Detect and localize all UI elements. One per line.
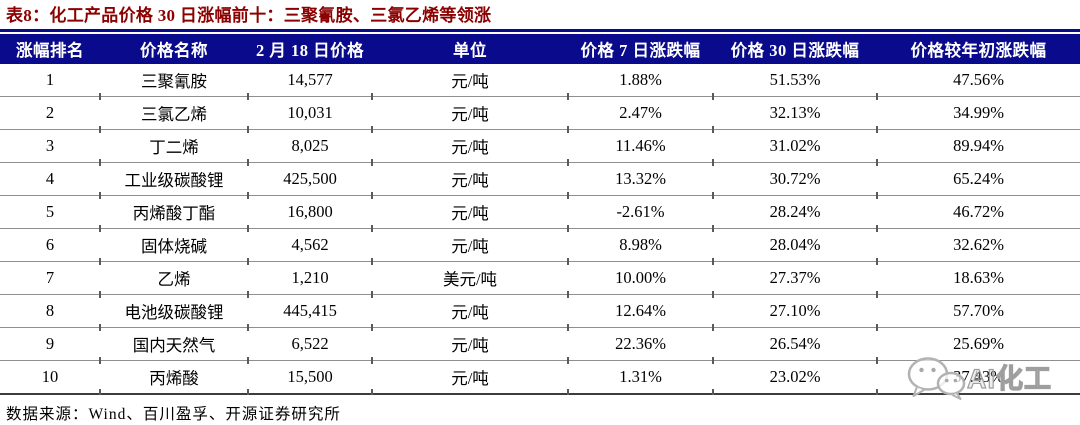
rank-cell: 6: [0, 228, 100, 262]
table-row: 4 工业级碳酸锂 425,500 元/吨 13.32% 30.72% 65.24%: [0, 159, 1080, 196]
table-row: 1 三聚氰胺 14,577 元/吨 1.88% 51.53% 47.56%: [0, 64, 1080, 97]
change-ytd-cell: 89.94%: [876, 126, 1080, 163]
price-cell: 445,415: [247, 291, 372, 328]
rank-cell: 4: [0, 162, 100, 196]
table-row: 10 丙烯酸 15,500 元/吨 1.31% 23.02% 37.43%: [0, 357, 1080, 395]
rank-cell: 2: [0, 96, 100, 130]
change-30d-cell: 27.37%: [712, 258, 877, 295]
price-cell: 8,025: [247, 126, 372, 163]
rank-cell: 7: [0, 261, 100, 295]
table-header-row: 涨幅排名 价格名称 2 月 18 日价格 单位 价格 7 日涨跌幅 价格 30 日涨跌幅价…: [0, 34, 1080, 64]
change-7d-cell: -2.61%: [567, 192, 713, 229]
table-title: 表8：化工产品价格 30 日涨幅前十：三聚氰胺、三氯乙烯等领涨: [6, 6, 492, 25]
change-7d-cell: 10.00%: [567, 258, 713, 295]
product-name-cell: 丙烯酸: [99, 357, 248, 395]
title-underline: [0, 29, 1080, 32]
change-ytd-cell: 57.70%: [876, 291, 1080, 328]
product-name-cell: 丙烯酸丁酯: [99, 192, 248, 229]
change-30d-cell: 51.53%: [769, 70, 821, 89]
price-cell: 16,800: [247, 192, 372, 229]
rank-cell: 5: [0, 195, 100, 229]
change-7d-cell: 1.31%: [567, 357, 713, 395]
data-source: 数据来源：Wind、百川盈孚、开源证券研究所: [6, 406, 341, 423]
product-name-cell: 工业级碳酸锂: [99, 159, 248, 196]
table-row: 2 三氯乙烯 10,031 元/吨 2.47% 32.13% 34.99%: [0, 93, 1080, 130]
column-header: 价格名称: [100, 34, 248, 64]
unit-cell: 元/吨: [371, 159, 568, 196]
unit-cell: 元/吨: [371, 324, 568, 361]
table-row: 6 固体烧碱 4,562 元/吨 8.98% 28.04% 32.62%: [0, 225, 1080, 262]
unit-cell: 元/吨: [371, 291, 568, 328]
unit-cell: 元/吨: [371, 225, 568, 262]
product-name-cell: 固体烧碱: [99, 225, 248, 262]
price-cell: 4,562: [247, 225, 372, 262]
unit-cell: 美元/吨: [371, 258, 568, 295]
change-7d-cell: 13.32%: [567, 159, 713, 196]
price-table: 涨幅排名 价格名称 2 月 18 日价格 单位 价格 7 日涨跌幅 价格 30 日涨跌幅价…: [0, 34, 1080, 395]
price-cell: 425,500: [247, 159, 372, 196]
product-name-cell: 三聚氰胺: [141, 72, 207, 91]
price-cell: 15,500: [247, 357, 372, 395]
change-30d-cell: 28.04%: [712, 225, 877, 262]
price-cell: 10,031: [247, 93, 372, 130]
change-7d-cell: 22.36%: [567, 324, 713, 361]
rank-cell: 10: [0, 360, 100, 395]
table-row: 7 乙烯 1,210 美元/吨 10.00% 27.37% 18.63%: [0, 258, 1080, 295]
change-30d-cell: 28.24%: [712, 192, 877, 229]
change-ytd-cell: 18.63%: [876, 258, 1080, 295]
rank-cell: 1: [45, 70, 55, 89]
change-ytd-cell: 47.56%: [953, 70, 1004, 89]
unit-cell: 元/吨: [371, 357, 568, 395]
unit-cell: 元/吨: [371, 126, 568, 163]
watermark-text: AI化工: [966, 363, 1052, 394]
price-cell: 1,210: [247, 258, 372, 295]
column-header: 价格较年初涨跌幅: [877, 34, 1080, 64]
change-30d-cell: 32.13%: [712, 93, 877, 130]
unit-cell: 元/吨: [451, 72, 489, 91]
column-header: 价格 30 日涨跌幅: [713, 34, 877, 64]
wechat-icon: [907, 357, 966, 400]
column-header: 涨幅排名: [0, 34, 100, 64]
change-7d-cell: 11.46%: [567, 126, 713, 163]
rank-cell: 8: [0, 294, 100, 328]
change-30d-cell: 26.54%: [712, 324, 877, 361]
wechat-watermark: AI化工: [906, 355, 1052, 403]
change-ytd-cell: 32.62%: [876, 225, 1080, 262]
column-header: 2 月 18 日价格: [248, 34, 372, 64]
change-30d-cell: 30.72%: [712, 159, 877, 196]
table-body: 1 三聚氰胺 14,577 元/吨 1.88% 51.53% 47.56% 2 三氯乙烯 10,0…: [0, 64, 1080, 395]
rank-cell: 3: [0, 129, 100, 163]
price-cell: 6,522: [247, 324, 372, 361]
table-row: 9 国内天然气 6,522 元/吨 22.36% 26.54% 25.69%: [0, 324, 1080, 361]
product-name-cell: 国内天然气: [99, 324, 248, 361]
column-header: 价格 7 日涨跌幅: [568, 34, 713, 64]
unit-cell: 元/吨: [371, 192, 568, 229]
table-row: 5 丙烯酸丁酯 16,800 元/吨 -2.61% 28.24% 46.72%: [0, 192, 1080, 229]
unit-cell: 元/吨: [371, 93, 568, 130]
change-30d-cell: 23.02%: [712, 357, 877, 395]
change-ytd-cell: 46.72%: [876, 192, 1080, 229]
change-7d-cell: 1.88%: [619, 70, 662, 89]
change-7d-cell: 2.47%: [567, 93, 713, 130]
change-ytd-cell: 25.69%: [876, 324, 1080, 361]
rank-cell: 9: [0, 327, 100, 361]
change-30d-cell: 31.02%: [712, 126, 877, 163]
column-header: 单位: [372, 34, 568, 64]
change-7d-cell: 8.98%: [567, 225, 713, 262]
product-name-cell: 丁二烯: [99, 126, 248, 163]
table-row: 3 丁二烯 8,025 元/吨 11.46% 31.02% 89.94%: [0, 126, 1080, 163]
product-name-cell: 乙烯: [99, 258, 248, 295]
change-30d-cell: 27.10%: [712, 291, 877, 328]
table-row: 8 电池级碳酸锂 445,415 元/吨 12.64% 27.10% 57.70%: [0, 291, 1080, 328]
change-ytd-cell: 65.24%: [876, 159, 1080, 196]
change-7d-cell: 12.64%: [567, 291, 713, 328]
change-ytd-cell: 34.99%: [876, 93, 1080, 130]
product-name-cell: 电池级碳酸锂: [99, 291, 248, 328]
product-name-cell: 三氯乙烯: [99, 93, 248, 130]
price-cell: 14,577: [287, 70, 333, 89]
